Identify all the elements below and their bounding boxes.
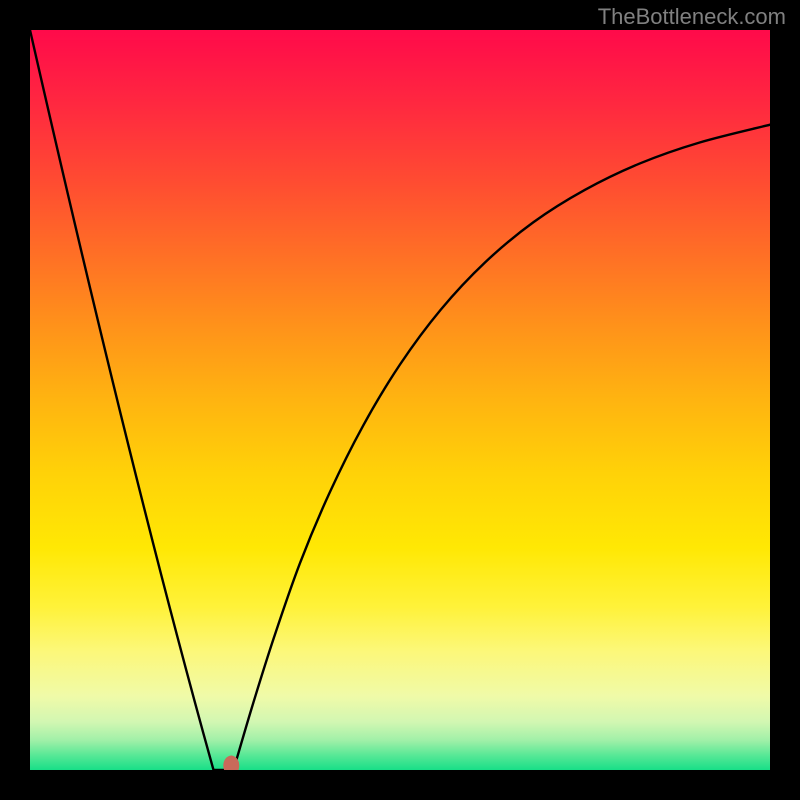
plot-area	[30, 30, 770, 770]
watermark-text: TheBottleneck.com	[598, 4, 786, 30]
chart-container: TheBottleneck.com	[0, 0, 800, 800]
gradient-background	[30, 30, 770, 770]
